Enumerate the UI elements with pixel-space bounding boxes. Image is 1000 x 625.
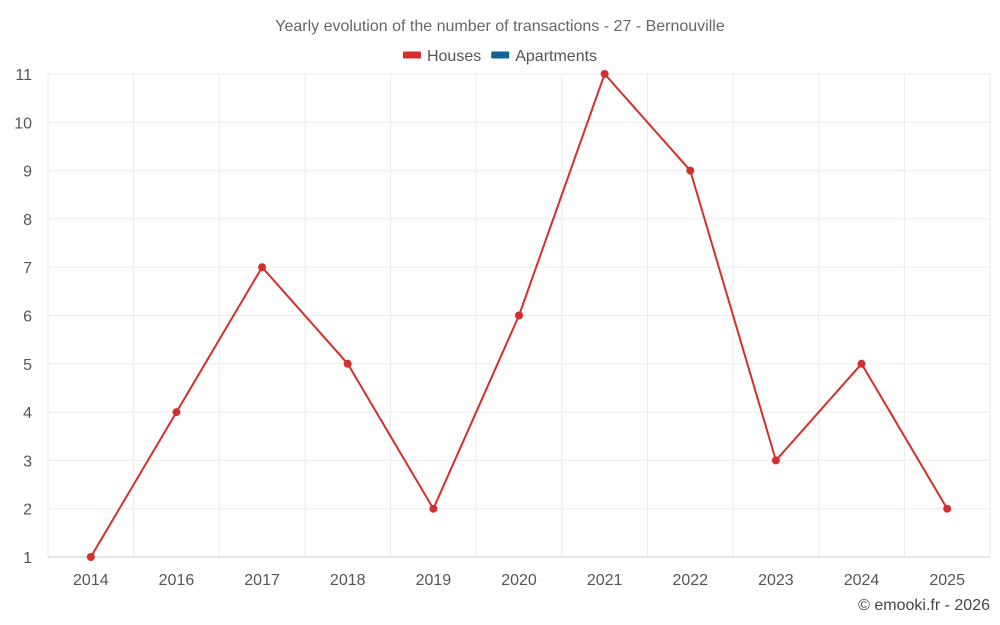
data-point[interactable] [857,359,866,368]
data-point[interactable] [686,166,695,175]
x-tick-label: 2020 [501,572,537,589]
x-tick-label: 2024 [844,572,880,589]
data-point[interactable] [258,263,267,272]
data-point[interactable] [429,504,438,513]
series-points [86,70,952,561]
legend: Houses Apartments [402,48,597,65]
data-point[interactable] [943,504,952,513]
y-axis: 1 2 3 4 5 6 7 8 9 10 11 [14,67,32,567]
data-point[interactable] [515,311,523,320]
x-tick-label: 2022 [672,572,708,589]
x-tick-label: 2014 [73,572,109,589]
legend-item-houses[interactable]: Houses [402,48,481,65]
y-tick-label: 9 [23,164,32,181]
data-point[interactable] [343,359,352,368]
data-point[interactable] [172,408,181,417]
y-tick-label: 8 [23,212,32,229]
x-tick-label: 2019 [416,572,452,589]
y-tick-label: 6 [23,309,32,326]
x-tick-label: 2016 [159,572,195,589]
data-point[interactable] [600,70,609,78]
y-tick-label: 5 [23,357,32,374]
legend-item-apartments[interactable]: Apartments [491,48,597,65]
y-tick-label: 7 [23,260,32,277]
legend-label: Apartments [515,48,597,65]
grid [47,73,991,558]
x-tick-label: 2025 [929,572,965,589]
y-tick-label: 11 [15,67,32,84]
x-axis: 2014 2016 2017 2018 2019 2020 2021 2022 2023 2024… [48,556,990,589]
chart-title: Yearly evolution of the number of transa… [275,18,725,35]
x-tick-label: 2021 [587,572,623,589]
data-point[interactable] [86,553,95,561]
data-point[interactable] [771,456,780,465]
legend-label: Houses [427,48,481,65]
y-tick-label: 2 [23,502,32,519]
x-tick-label: 2018 [330,572,366,589]
x-tick-label: 2023 [758,572,794,589]
copyright-text: © emooki.fr - 2026 [858,597,990,614]
legend-swatch [491,51,510,59]
y-tick-label: 10 [14,115,32,132]
y-tick-label: 3 [23,453,32,470]
y-tick-label: 4 [23,405,32,422]
legend-swatch [402,51,421,59]
x-tick-label: 2017 [244,572,280,589]
y-tick-label: 1 [23,550,32,567]
